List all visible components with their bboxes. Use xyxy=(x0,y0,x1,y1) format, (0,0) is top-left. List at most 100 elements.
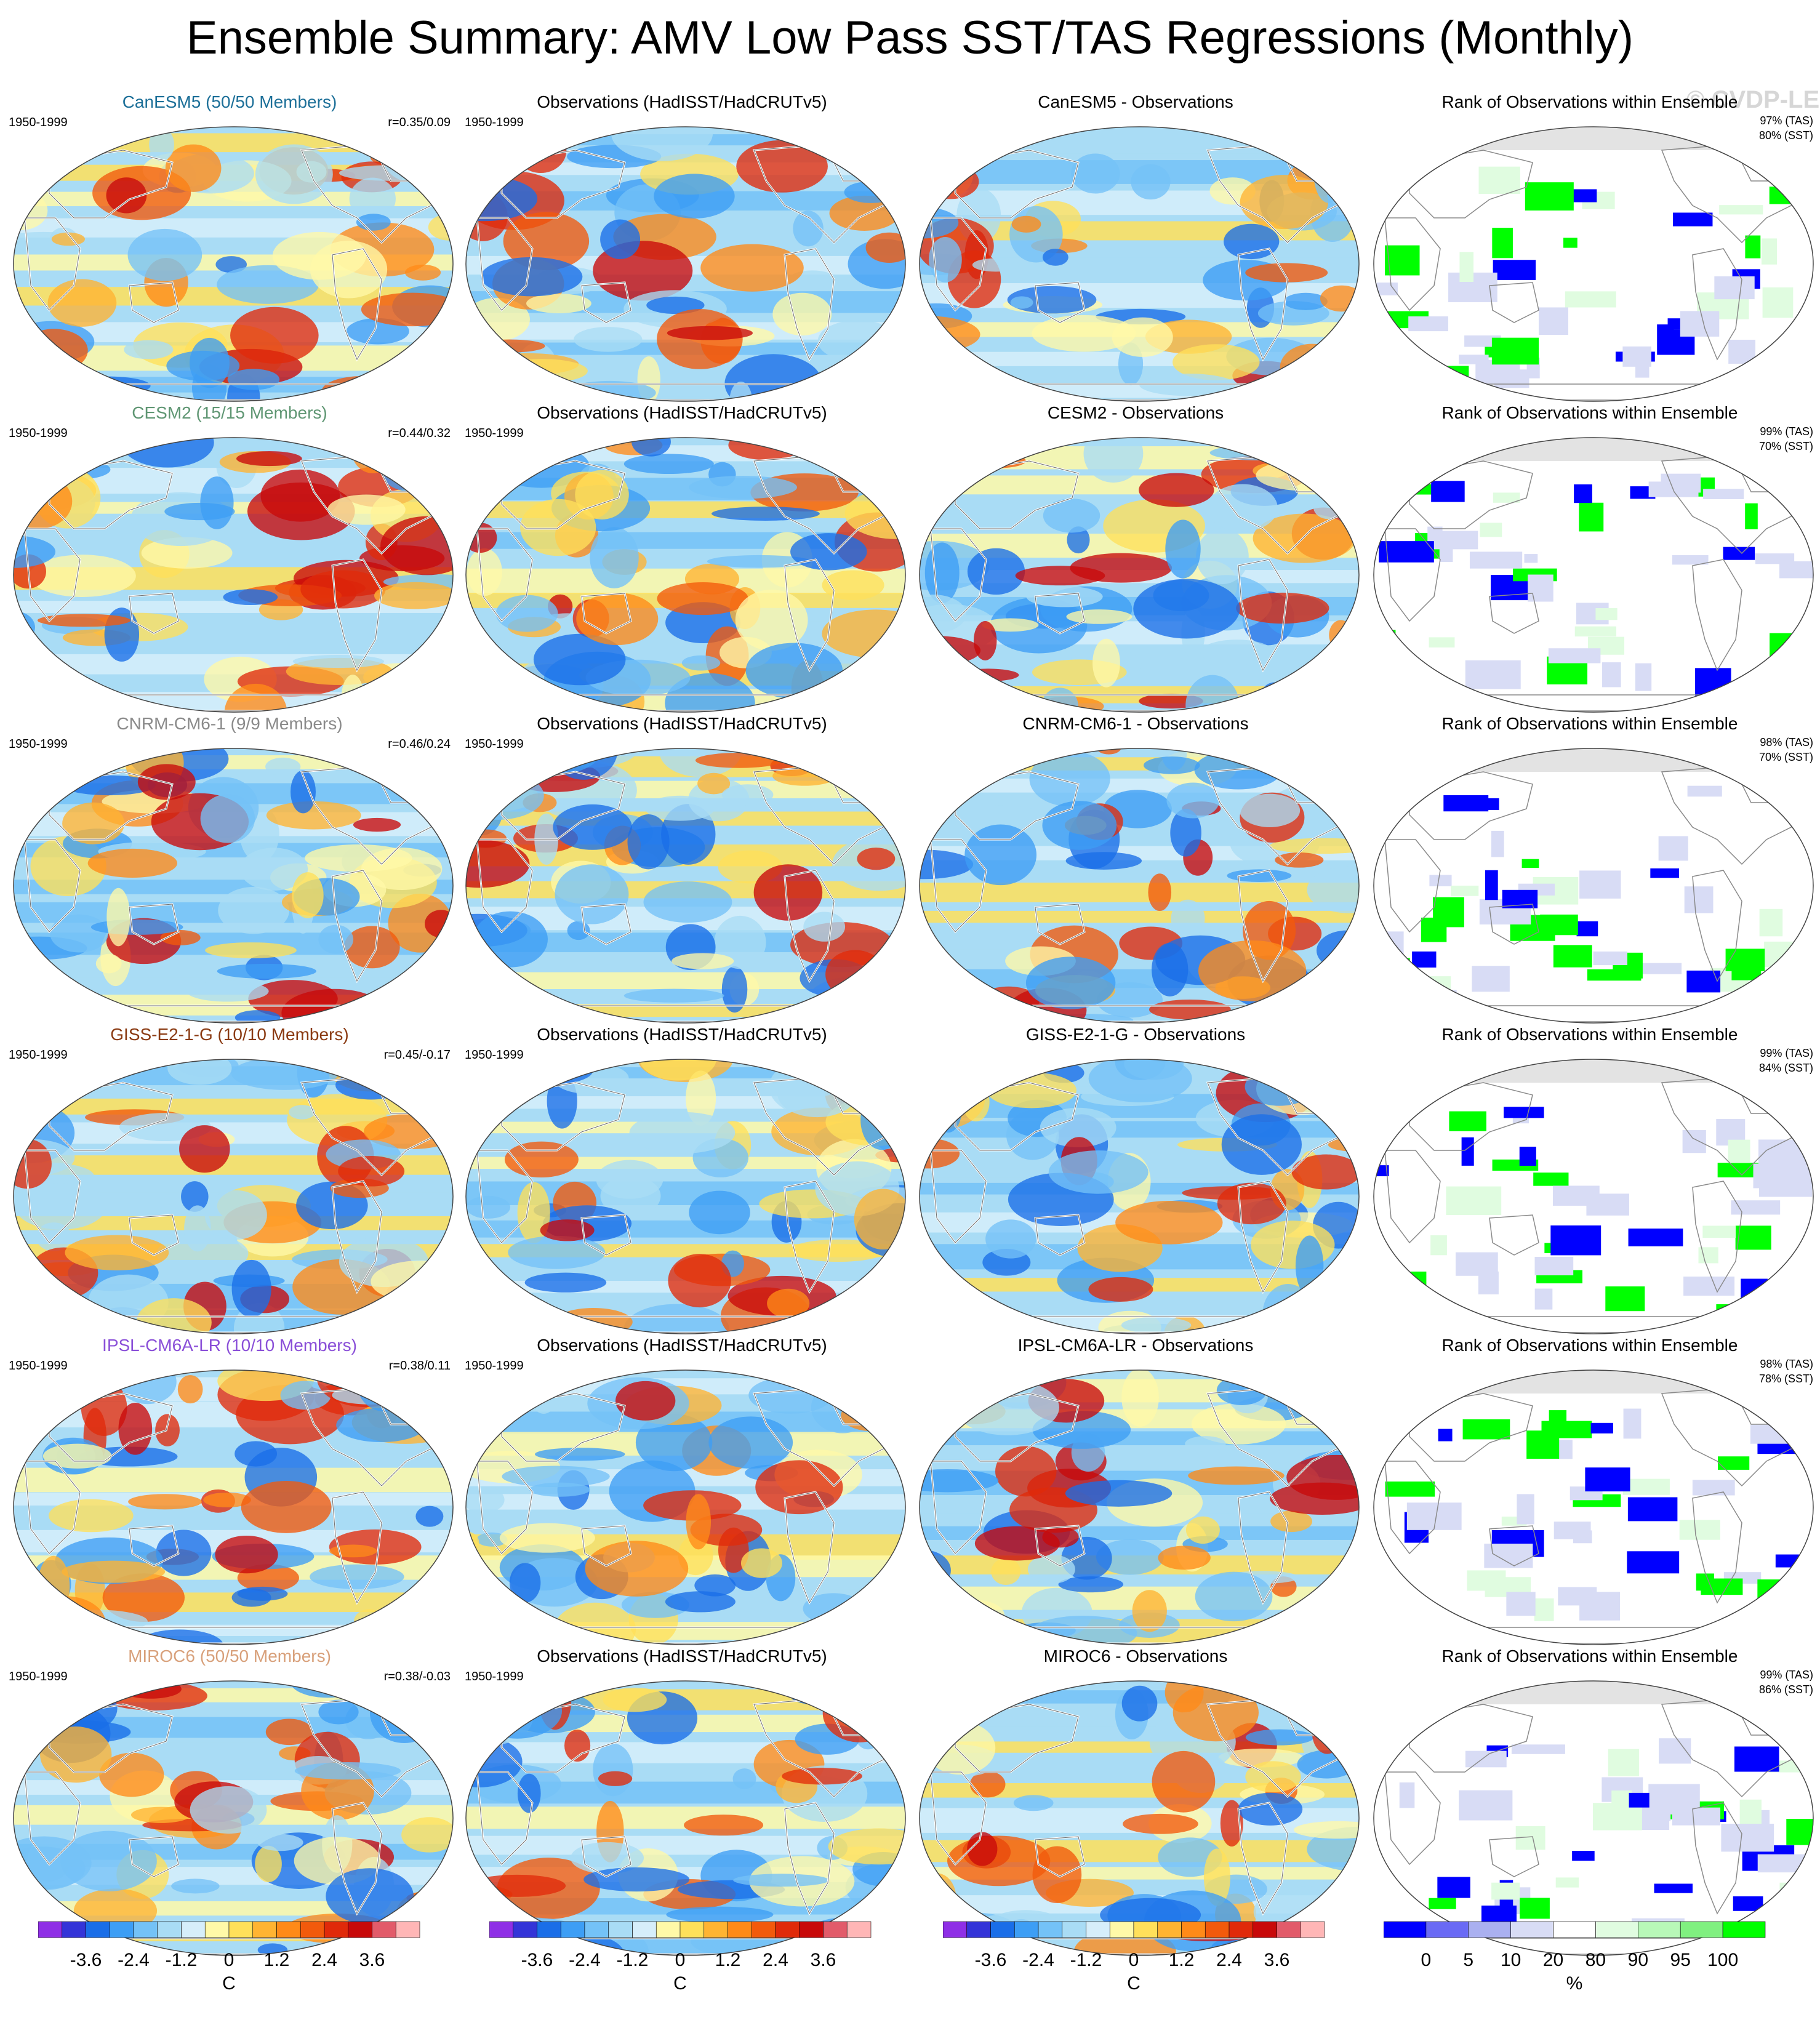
rank-0-map xyxy=(1373,126,1814,402)
panel-row: MIROC6 (50/50 Members) 1950-1999 r=0.38/-0… xyxy=(0,1646,1820,1957)
rank-sst-percent: 70% (SST) xyxy=(1758,440,1813,452)
diff-3-map xyxy=(919,1059,1360,1334)
model-title: CESM2 (15/15 Members) xyxy=(132,403,327,422)
model-map-frame xyxy=(12,126,454,403)
panel-row: CNRM-CM6-1 (9/9 Members) 1950-1999 r=0.46/… xyxy=(0,714,1820,1024)
rank-2-map xyxy=(1373,748,1814,1024)
rank-map-frame xyxy=(1373,126,1814,403)
rank-swatch xyxy=(1553,1921,1596,1938)
diff-0-map xyxy=(919,126,1360,402)
temp-tick-label: 3.6 xyxy=(359,1950,385,1970)
observations-title: Observations (HadISST/HadCRUTv5) xyxy=(537,1336,827,1355)
temp-swatch xyxy=(799,1921,824,1938)
rank-sst-percent: 70% (SST) xyxy=(1758,751,1813,763)
rank-unit-label: % xyxy=(1566,1973,1583,1994)
obs-panel: Observations (HadISST/HadCRUTv5) 1950-199… xyxy=(457,1646,907,1957)
temp-swatch xyxy=(252,1921,277,1938)
rank-tick-label: 5 xyxy=(1463,1950,1473,1970)
temp-tick-label: -1.2 xyxy=(1070,1950,1102,1970)
rank-title: Rank of Observations within Ensemble xyxy=(1441,1025,1738,1044)
rank-3-map xyxy=(1373,1059,1814,1334)
temp-tick-label: 0 xyxy=(675,1950,686,1970)
diff-map-frame xyxy=(918,1369,1360,1646)
difference-title: IPSL-CM6A-LR - Observations xyxy=(1017,1336,1254,1355)
temp-swatch xyxy=(1181,1921,1206,1938)
diff-map-frame xyxy=(918,747,1360,1024)
temp-swatch xyxy=(704,1921,728,1938)
diff-panel: GISS-E2-1-G - Observations xyxy=(911,1025,1360,1335)
period-label: 1950-1999 xyxy=(9,1670,68,1683)
obs-1-map xyxy=(465,437,906,713)
rank-4-map xyxy=(1373,1369,1814,1645)
model-panel: GISS-E2-1-G (10/10 Members) 1950-1999 r=0.… xyxy=(5,1025,454,1335)
rank-map-frame xyxy=(1373,1058,1814,1335)
rank-sst-percent: 86% (SST) xyxy=(1758,1683,1813,1696)
temp-tick-label: 1.2 xyxy=(1169,1950,1195,1970)
model-map-frame xyxy=(12,1680,454,1957)
temp-swatch xyxy=(655,1921,681,1938)
temp-swatch xyxy=(372,1921,396,1938)
rank-sst-percent: 80% (SST) xyxy=(1758,129,1813,142)
obs-panel: Observations (HadISST/HadCRUTv5) 1950-199… xyxy=(457,1025,907,1335)
temp-unit-label: C xyxy=(1127,1973,1141,1994)
rank-panel: Rank of Observations within Ensemble 99% … xyxy=(1365,1646,1814,1957)
pattern-correlation: r=0.38/-0.03 xyxy=(383,1670,451,1683)
temp-swatch xyxy=(1133,1921,1158,1938)
temp-swatch xyxy=(86,1921,110,1938)
model-panel: CanESM5 (50/50 Members) 1950-1999 r=0.35/0… xyxy=(5,92,454,403)
observations-title: Observations (HadISST/HadCRUTv5) xyxy=(537,92,827,111)
obs-0-map xyxy=(465,126,906,402)
temp-swatch xyxy=(228,1921,254,1938)
diff-map-frame xyxy=(918,436,1360,713)
temp-swatch xyxy=(276,1921,301,1938)
difference-title: GISS-E2-1-G - Observations xyxy=(1025,1025,1246,1044)
diff-panel: CanESM5 - Observations xyxy=(911,92,1360,403)
period-label: 1950-1999 xyxy=(465,1670,524,1683)
diff-4-map xyxy=(919,1369,1360,1645)
diff-panel: MIROC6 - Observations xyxy=(911,1646,1360,1957)
obs-4-map xyxy=(465,1369,906,1645)
model-3-map xyxy=(13,1059,454,1334)
temp-swatch xyxy=(1229,1921,1254,1938)
rank-swatch xyxy=(1722,1921,1766,1938)
model-map-frame xyxy=(12,436,454,713)
temp-swatch xyxy=(823,1921,848,1938)
rank-tas-percent: 98% (TAS) xyxy=(1760,736,1813,748)
temp-swatch xyxy=(181,1921,206,1938)
rank-panel: Rank of Observations within Ensemble 97% … xyxy=(1365,92,1814,403)
temp-swatch xyxy=(1253,1921,1277,1938)
temp-swatch xyxy=(966,1921,991,1938)
obs-5-map xyxy=(465,1680,906,1956)
rank-swatch xyxy=(1595,1921,1638,1938)
temp-swatch xyxy=(109,1921,134,1938)
panel-row: IPSL-CM6A-LR (10/10 Members) 1950-1999 r=0… xyxy=(0,1336,1820,1646)
temp-swatch xyxy=(1109,1921,1134,1938)
rank-swatch xyxy=(1425,1921,1469,1938)
temp-tick-label: 3.6 xyxy=(1264,1950,1290,1970)
temp-swatch xyxy=(157,1921,182,1938)
temp-swatch xyxy=(1205,1921,1230,1938)
rank-map-frame xyxy=(1373,1680,1814,1957)
temp-swatch xyxy=(560,1921,585,1938)
rank-tick-label: 10 xyxy=(1501,1950,1521,1970)
diff-panel: CESM2 - Observations xyxy=(911,403,1360,713)
obs-map-frame xyxy=(465,747,907,1024)
temp-unit-label: C xyxy=(222,1973,236,1994)
model-title: CanESM5 (50/50 Members) xyxy=(122,92,337,111)
observations-title: Observations (HadISST/HadCRUTv5) xyxy=(537,403,827,422)
model-4-map xyxy=(13,1369,454,1645)
rank-map-frame xyxy=(1373,747,1814,1024)
temp-swatch xyxy=(751,1921,776,1938)
rank-title: Rank of Observations within Ensemble xyxy=(1441,403,1738,422)
temp-tick-label: -3.6 xyxy=(521,1950,553,1970)
rank-swatch xyxy=(1510,1921,1553,1938)
temp-swatch xyxy=(679,1921,705,1938)
temp-swatch xyxy=(990,1921,1015,1938)
temp-swatch xyxy=(1300,1921,1325,1938)
temp-swatch xyxy=(489,1921,514,1938)
rank-tas-percent: 99% (TAS) xyxy=(1760,425,1813,438)
colorbar-rank: 0 5 10 20 80 90 95 100% xyxy=(1384,1920,1790,2007)
temp-swatch xyxy=(537,1921,561,1938)
diff-panel: CNRM-CM6-1 - Observations xyxy=(911,714,1360,1024)
temp-swatch xyxy=(62,1921,86,1938)
